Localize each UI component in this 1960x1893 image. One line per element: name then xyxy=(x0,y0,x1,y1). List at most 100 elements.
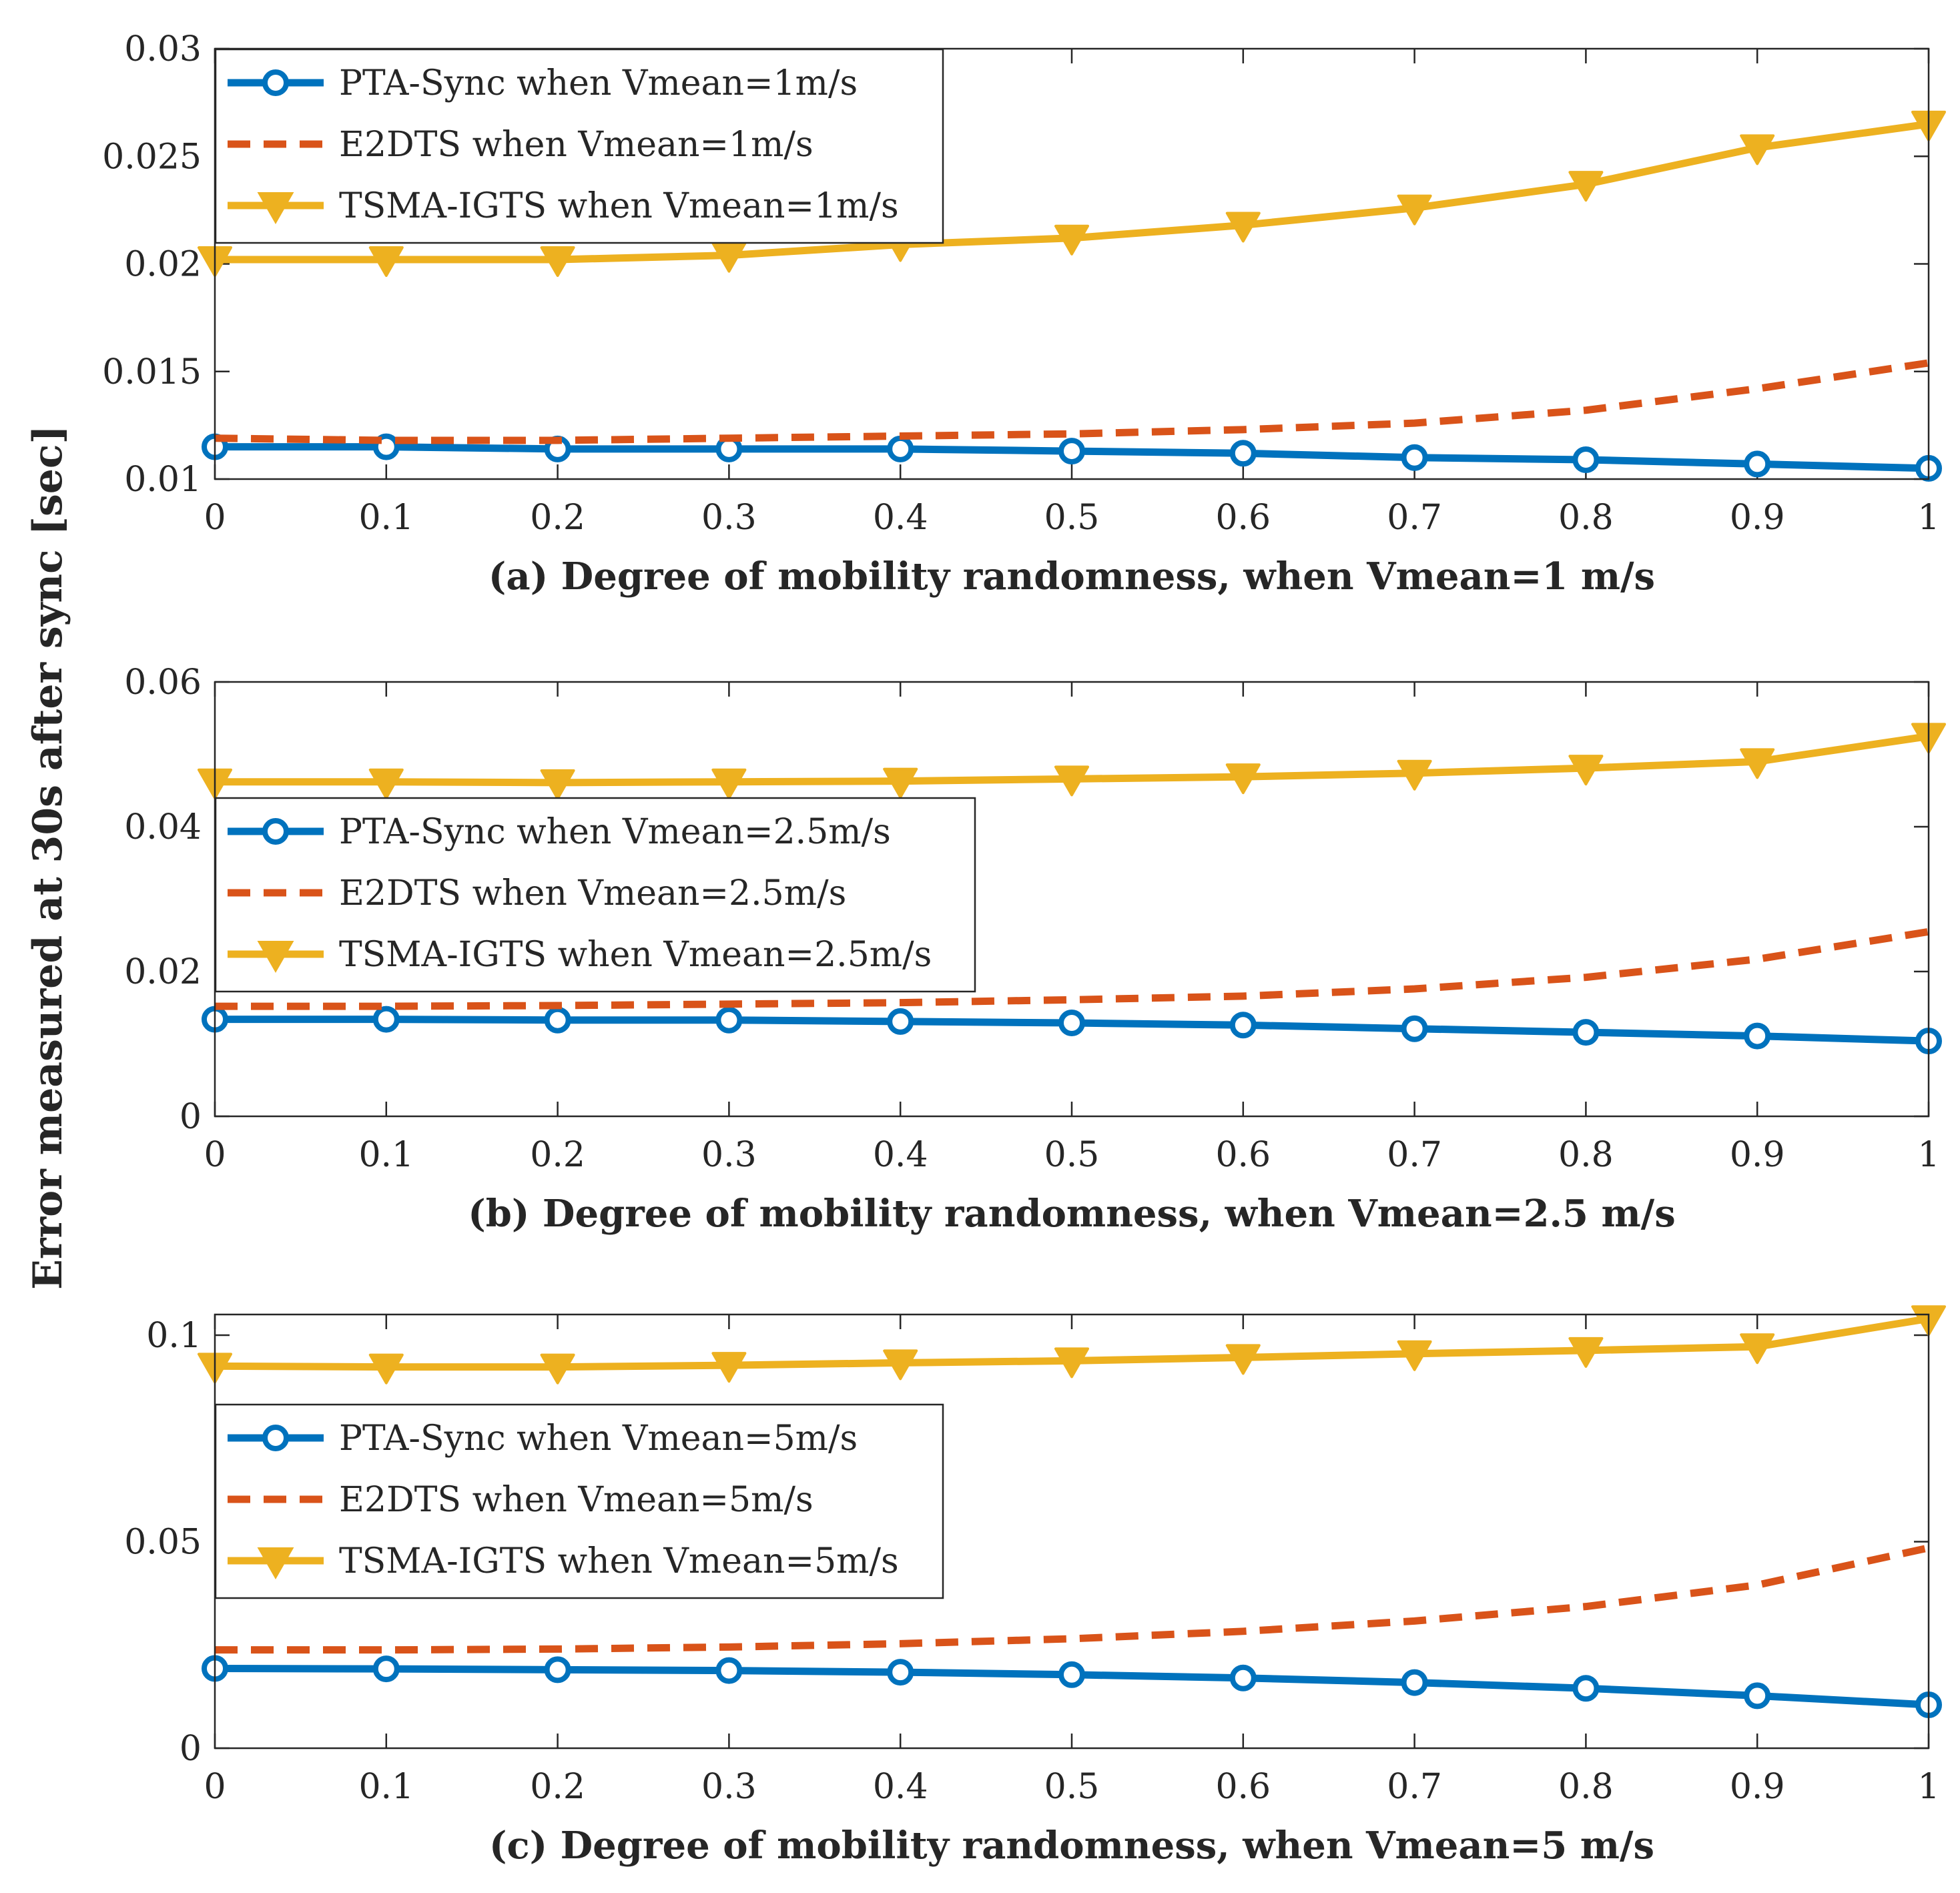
data-point-circle xyxy=(544,1656,571,1683)
data-point-triangle xyxy=(1740,748,1775,779)
data-point-circle xyxy=(1401,1669,1428,1696)
x-tick-label: 0.3 xyxy=(701,498,757,538)
data-point-circle xyxy=(1572,446,1600,473)
data-point-triangle xyxy=(711,1352,747,1383)
data-point-circle xyxy=(1744,1682,1771,1710)
x-tick-label: 1 xyxy=(1917,498,1939,538)
data-point-circle xyxy=(887,1008,914,1035)
x-axis-label: (c) Degree of mobility randomness, when … xyxy=(489,1824,1654,1868)
x-tick-label: 0.8 xyxy=(1558,1135,1614,1175)
x-axis-label: (a) Degree of mobility randomness, when … xyxy=(488,554,1655,599)
y-tick-label: 0 xyxy=(180,1729,202,1769)
data-point-triangle xyxy=(883,767,918,799)
x-tick-label: 0.7 xyxy=(1387,1767,1442,1807)
x-tick-label: 0.1 xyxy=(358,498,414,538)
legend-swatch-circle xyxy=(262,69,289,96)
x-tick-label: 0.8 xyxy=(1558,498,1614,538)
x-tick-label: 0.5 xyxy=(1044,1135,1100,1175)
x-tick-label: 0.9 xyxy=(1730,498,1785,538)
data-point-triangle xyxy=(1568,171,1604,202)
data-point-triangle xyxy=(540,1353,575,1385)
y-tick-label: 0.02 xyxy=(124,952,202,992)
data-point-triangle xyxy=(1225,1344,1261,1375)
data-point-triangle xyxy=(368,246,404,278)
data-point-triangle xyxy=(368,768,404,799)
x-tick-label: 0 xyxy=(204,498,226,538)
x-tick-label: 0.8 xyxy=(1558,1767,1614,1807)
data-point-circle xyxy=(1401,444,1428,471)
data-point-circle xyxy=(1229,1664,1257,1691)
data-point-triangle xyxy=(1568,1337,1604,1368)
x-tick-label: 0.5 xyxy=(1044,1767,1100,1807)
data-point-triangle xyxy=(1225,212,1261,243)
data-point-triangle xyxy=(1397,759,1432,791)
legend-swatch-triangle xyxy=(257,192,294,225)
legend-label: PTA-Sync when Vmean=1m/s xyxy=(339,63,858,103)
x-tick-label: 0 xyxy=(204,1767,226,1807)
legend-label: PTA-Sync when Vmean=5m/s xyxy=(339,1419,858,1459)
x-tick-label: 0 xyxy=(204,1135,226,1175)
x-tick-label: 0.1 xyxy=(358,1767,414,1807)
data-point-circle xyxy=(1744,1022,1771,1050)
data-point-triangle xyxy=(1740,134,1775,165)
y-tick-label: 0.025 xyxy=(102,137,202,177)
axes-frame xyxy=(214,47,1930,480)
y-tick-label: 0.01 xyxy=(124,460,202,500)
y-tick-label: 0.015 xyxy=(102,352,202,392)
x-axis-label: (b) Degree of mobility randomness, when … xyxy=(468,1192,1676,1236)
legend-label: TSMA-IGTS when Vmean=1m/s xyxy=(339,186,899,226)
data-point-circle xyxy=(1058,1661,1085,1688)
data-point-triangle xyxy=(1397,194,1432,226)
data-point-triangle xyxy=(883,1349,918,1381)
x-tick-label: 0.4 xyxy=(873,1767,928,1807)
x-tick-label: 0.2 xyxy=(530,1135,585,1175)
chart-panel-2: 0 0.1 0.2 0.3 0.4 0.5 0.6 0.7 0.8 0.9 1 0 0.05 0.1 PTA… xyxy=(124,1305,1946,1868)
chart-panel-1: 0 0.1 0.2 0.3 0.4 0.5 0.6 0.7 0.8 0.9 1 0 0.02 0.04 0.… xyxy=(124,663,1946,1236)
x-tick-label: 1 xyxy=(1917,1135,1939,1175)
data-point-triangle xyxy=(1568,755,1604,786)
data-point-triangle xyxy=(1397,1340,1432,1371)
data-point-circle xyxy=(715,1657,743,1684)
data-point-circle xyxy=(1058,1010,1085,1037)
charts-container: 0 0.1 0.2 0.3 0.4 0.5 0.6 0.7 0.8 0.9 1 0.01 0.015 0.… xyxy=(102,29,1946,1868)
x-tick-label: 0.1 xyxy=(358,1135,414,1175)
data-point-circle xyxy=(715,1006,743,1034)
data-point-triangle xyxy=(1740,1333,1775,1365)
data-point-triangle xyxy=(368,1353,404,1385)
data-point-triangle xyxy=(540,769,575,800)
legend: PTA-Sync when Vmean=1m/s E2DTS when Vmean… xyxy=(214,48,944,244)
legend-box xyxy=(214,1403,944,1599)
x-tick-label: 1 xyxy=(1917,1767,1939,1807)
data-point-circle xyxy=(544,1006,571,1034)
data-point-circle xyxy=(1401,1015,1428,1042)
x-tick-label: 0.7 xyxy=(1387,498,1442,538)
x-tick-label: 0.6 xyxy=(1215,1767,1271,1807)
chart-panel-0: 0 0.1 0.2 0.3 0.4 0.5 0.6 0.7 0.8 0.9 1 0.01 0.015 0.… xyxy=(102,29,1946,599)
data-point-triangle xyxy=(711,768,747,799)
legend-label: TSMA-IGTS when Vmean=2.5m/s xyxy=(339,935,932,975)
legend-label: E2DTS when Vmean=1m/s xyxy=(339,125,813,165)
data-point-circle xyxy=(1744,450,1771,478)
data-point-circle xyxy=(887,435,914,462)
data-point-circle xyxy=(1229,440,1257,467)
legend-swatch-triangle xyxy=(257,1547,294,1580)
legend-label: E2DTS when Vmean=5m/s xyxy=(339,1480,813,1520)
x-tick-label: 0.3 xyxy=(701,1135,757,1175)
data-point-triangle xyxy=(540,246,575,278)
data-point-triangle xyxy=(1054,765,1089,797)
data-point-circle xyxy=(1572,1019,1600,1046)
legend-box xyxy=(214,797,976,993)
y-tick-label: 0.02 xyxy=(124,245,202,285)
x-tick-label: 0.4 xyxy=(873,498,928,538)
shared-y-axis-label: Error measured at 30s after sync [sec] xyxy=(25,425,71,1290)
x-tick-label: 0.6 xyxy=(1215,498,1271,538)
data-point-circle xyxy=(372,1006,400,1033)
legend-label: PTA-Sync when Vmean=2.5m/s xyxy=(339,812,891,852)
data-point-circle xyxy=(372,1655,400,1683)
legend: PTA-Sync when Vmean=2.5m/s E2DTS when Vme… xyxy=(214,797,976,993)
y-tick-label: 0 xyxy=(180,1097,202,1137)
data-point-triangle xyxy=(1054,224,1089,256)
x-tick-label: 0.9 xyxy=(1730,1767,1785,1807)
legend-label: TSMA-IGTS when Vmean=5m/s xyxy=(339,1541,899,1581)
